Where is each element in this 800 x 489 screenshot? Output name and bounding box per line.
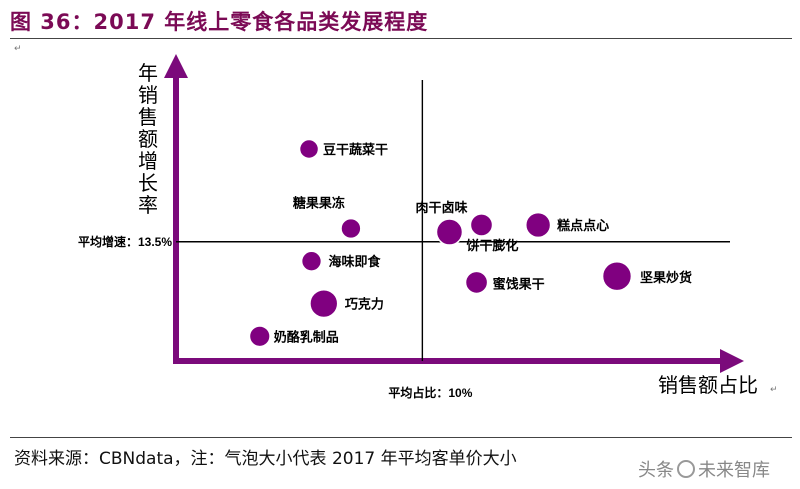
y-axis-title-char: 售 (138, 105, 158, 129)
average-growth-label: 平均增速：13.5% (78, 234, 172, 249)
source-note: 资料来源：CBNdata，注：气泡大小代表 2017 年平均客单价大小 (14, 449, 517, 469)
bubble-label: 豆干蔬菜干 (323, 142, 388, 158)
y-axis-title-char: 长 (138, 171, 158, 195)
bubble (298, 138, 320, 160)
watermark: 头条 未来智库 (638, 456, 770, 482)
paragraph-mark-icon: ↵ (770, 385, 778, 395)
bubble (525, 211, 552, 239)
bubble (309, 288, 339, 319)
bubble (248, 325, 271, 348)
bubble-label: 糕点点心 (556, 218, 609, 234)
watermark-logo-icon (677, 460, 695, 478)
bubble (435, 218, 464, 246)
bubble-label: 海味即食 (329, 254, 382, 270)
bubble-label: 糖果果冻 (293, 196, 345, 212)
bubble-label: 蜜饯果干 (493, 276, 545, 292)
bubble-label: 奶酪乳制品 (273, 329, 339, 345)
y-axis-title-char: 销 (138, 83, 158, 107)
bubble (464, 270, 489, 295)
bubble (469, 213, 494, 237)
bubble-label: 坚果炒货 (640, 270, 692, 286)
y-axis-title-char: 年 (138, 61, 158, 85)
y-axis-title-char: 增 (138, 149, 158, 173)
figure-title: 图 36：2017 年线上零食各品类发展程度 (10, 10, 429, 34)
bubble-label: 饼干膨化 (466, 238, 518, 254)
watermark-left-text: 头条 (638, 460, 674, 481)
bubble-label: 巧克力 (345, 297, 384, 313)
y-axis-title-char: 率 (138, 193, 158, 217)
x-axis-title: 销售额占比 (658, 373, 758, 397)
bubble (601, 261, 633, 292)
average-share-label: 平均占比：10% (388, 385, 472, 400)
source-divider (10, 437, 792, 438)
watermark-right-text: 未来智库 (698, 460, 770, 481)
title-divider (10, 38, 792, 39)
bubble (300, 250, 323, 272)
bubble-label: 肉干卤味 (415, 200, 467, 216)
bubble (340, 217, 362, 240)
bubble-layer (248, 138, 633, 348)
y-axis-title-char: 额 (138, 127, 158, 151)
paragraph-mark-icon: ↵ (14, 44, 22, 54)
